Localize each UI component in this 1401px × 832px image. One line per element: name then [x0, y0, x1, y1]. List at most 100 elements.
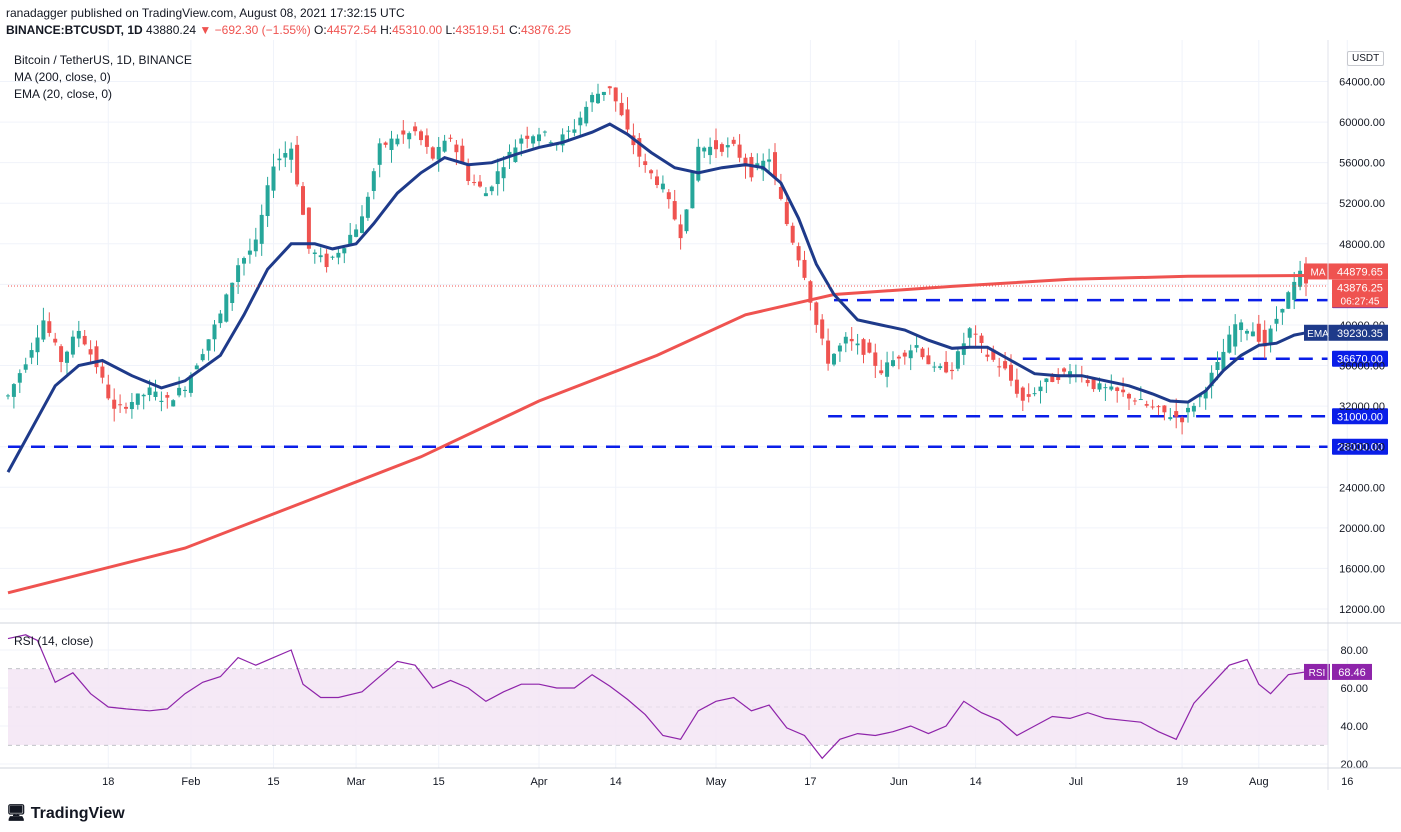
candle	[129, 402, 134, 410]
candle	[1250, 331, 1255, 337]
candle	[1044, 378, 1049, 383]
legend-title[interactable]: Bitcoin / TetherUS, 1D, BINANCE	[14, 53, 192, 67]
last-value: 43880.24	[146, 23, 197, 37]
rsi-tick: 80.00	[1340, 645, 1368, 657]
candle	[342, 248, 347, 254]
candle	[660, 183, 665, 190]
time-tick: 15	[433, 776, 445, 788]
open-label: O:	[314, 23, 327, 37]
candle	[466, 164, 471, 182]
candle	[188, 375, 193, 393]
candle	[1227, 334, 1232, 353]
candle	[1280, 308, 1285, 313]
candle	[696, 146, 701, 181]
level-tag-text: 28000.00	[1337, 442, 1383, 454]
ema-label-text: 39230.35	[1337, 328, 1383, 340]
candle	[365, 196, 370, 218]
currency-badge[interactable]: USDT	[1347, 51, 1385, 66]
candle	[1268, 328, 1273, 345]
candle	[955, 351, 960, 369]
level-tag	[1332, 438, 1388, 455]
time-axis[interactable]: 18 Feb 15 Mar 15 Apr 14 May 17 Jun 14 Jul 19 Aug 16	[102, 776, 1353, 788]
candle	[1014, 379, 1019, 394]
candle	[1262, 329, 1267, 347]
candle	[537, 134, 541, 142]
candle	[88, 349, 93, 355]
legend-ema[interactable]: EMA (20, close, 0)	[14, 87, 113, 101]
candle	[778, 186, 783, 199]
candle	[896, 356, 901, 359]
rsi-line	[7, 634, 1307, 760]
candle	[666, 192, 671, 200]
legend-rsi[interactable]: RSI (14, close)	[14, 634, 94, 648]
candle	[153, 391, 158, 397]
candle	[619, 102, 624, 116]
candle	[802, 259, 807, 278]
rsi-tag	[1304, 663, 1330, 680]
candle	[478, 181, 482, 187]
candle	[200, 354, 205, 361]
candle	[82, 335, 87, 345]
candle	[47, 321, 52, 333]
candle	[908, 350, 913, 359]
candle	[59, 346, 64, 363]
candle	[1109, 386, 1114, 390]
candle	[336, 252, 341, 258]
rsi-axis[interactable]: 20.00 40.00 60.00 80.00	[1340, 645, 1368, 771]
last-price-label	[1332, 279, 1388, 308]
candle	[1020, 387, 1025, 401]
rsi-band	[8, 669, 1328, 745]
candle	[891, 360, 895, 367]
candle	[1233, 324, 1238, 347]
price-tick: 52000.00	[1339, 198, 1385, 210]
footer-text: TradingView	[30, 805, 125, 822]
candle	[6, 395, 10, 397]
candle	[678, 224, 683, 239]
ema-label	[1332, 324, 1388, 341]
price-tick: 24000.00	[1339, 482, 1385, 494]
candle	[832, 353, 836, 365]
rsi-tick: 40.00	[1340, 721, 1368, 733]
candle	[690, 171, 695, 209]
candle	[1085, 379, 1090, 384]
legend-ma[interactable]: MA (200, close, 0)	[14, 70, 111, 84]
level-tag	[1332, 408, 1388, 425]
candle	[424, 135, 429, 147]
candle	[979, 335, 984, 344]
time-tick: 14	[969, 776, 981, 788]
candle	[230, 282, 235, 304]
candle	[141, 394, 146, 397]
candle	[395, 138, 400, 145]
candle	[360, 216, 364, 233]
candle	[448, 137, 453, 139]
candle	[814, 302, 819, 325]
candle	[808, 281, 813, 303]
price-tick: 20000.00	[1339, 523, 1385, 535]
level-tag-text: 36670.00	[1337, 354, 1383, 366]
candle	[306, 207, 311, 249]
price-tick: 48000.00	[1339, 239, 1385, 251]
candle	[932, 366, 937, 368]
candle	[377, 143, 382, 165]
low-value: 43519.51	[455, 23, 506, 37]
price-tick: 16000.00	[1339, 563, 1385, 575]
change-value: ▼ −692.30 (−1.55%)	[199, 23, 311, 37]
symbol[interactable]: BINANCE:BTCUSDT, 1D	[6, 23, 143, 37]
time-tick: Mar	[347, 776, 366, 788]
candle	[112, 399, 117, 409]
price-tick: 64000.00	[1339, 77, 1385, 89]
price-tick: 28000.00	[1339, 442, 1385, 454]
candle	[649, 170, 654, 174]
candle	[1026, 394, 1031, 397]
tradingview-logo[interactable]: 🖥︎ TradingView	[6, 803, 125, 823]
candle	[183, 389, 187, 391]
candle	[454, 144, 459, 153]
candle	[1180, 417, 1185, 423]
candle	[1138, 399, 1143, 401]
price-axis[interactable]: 12000.00 16000.00 20000.00 24000.00 28000.00…	[1339, 77, 1385, 617]
ohlc-line: BINANCE:BTCUSDT, 1D 43880.24 ▼ −692.30 (…	[6, 23, 571, 37]
candle	[761, 160, 766, 171]
candle	[218, 313, 223, 324]
candle	[1286, 292, 1291, 309]
